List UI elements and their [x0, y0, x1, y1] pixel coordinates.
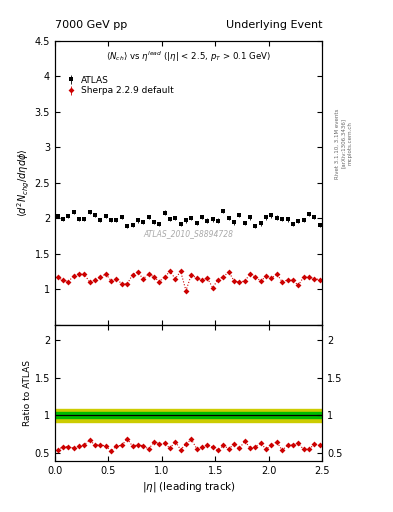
Text: mcplots.cern.ch: mcplots.cern.ch — [347, 121, 352, 165]
Text: ATLAS_2010_S8894728: ATLAS_2010_S8894728 — [143, 229, 234, 239]
Text: 7000 GeV pp: 7000 GeV pp — [55, 19, 127, 30]
Bar — [55, 412, 322, 418]
Text: $\langle N_{ch}\rangle$ vs $\eta^{lead}$ ($|\eta|$ < 2.5, $p_T$ > 0.1 GeV): $\langle N_{ch}\rangle$ vs $\eta^{lead}$… — [106, 50, 271, 64]
Text: Underlying Event: Underlying Event — [226, 19, 322, 30]
Bar — [55, 409, 322, 422]
Legend: ATLAS, Sherpa 2.2.9 default: ATLAS, Sherpa 2.2.9 default — [62, 74, 176, 97]
Text: [arXiv:1306.3436]: [arXiv:1306.3436] — [341, 118, 346, 168]
Text: Rivet 3.1.10, 3.1M events: Rivet 3.1.10, 3.1M events — [335, 108, 340, 179]
X-axis label: |$\eta$| (leading track): |$\eta$| (leading track) — [141, 480, 236, 494]
Y-axis label: Ratio to ATLAS: Ratio to ATLAS — [23, 360, 32, 425]
Y-axis label: $\langle d^2 N_{chg}/d\eta d\phi\rangle$: $\langle d^2 N_{chg}/d\eta d\phi\rangle$ — [16, 148, 32, 217]
